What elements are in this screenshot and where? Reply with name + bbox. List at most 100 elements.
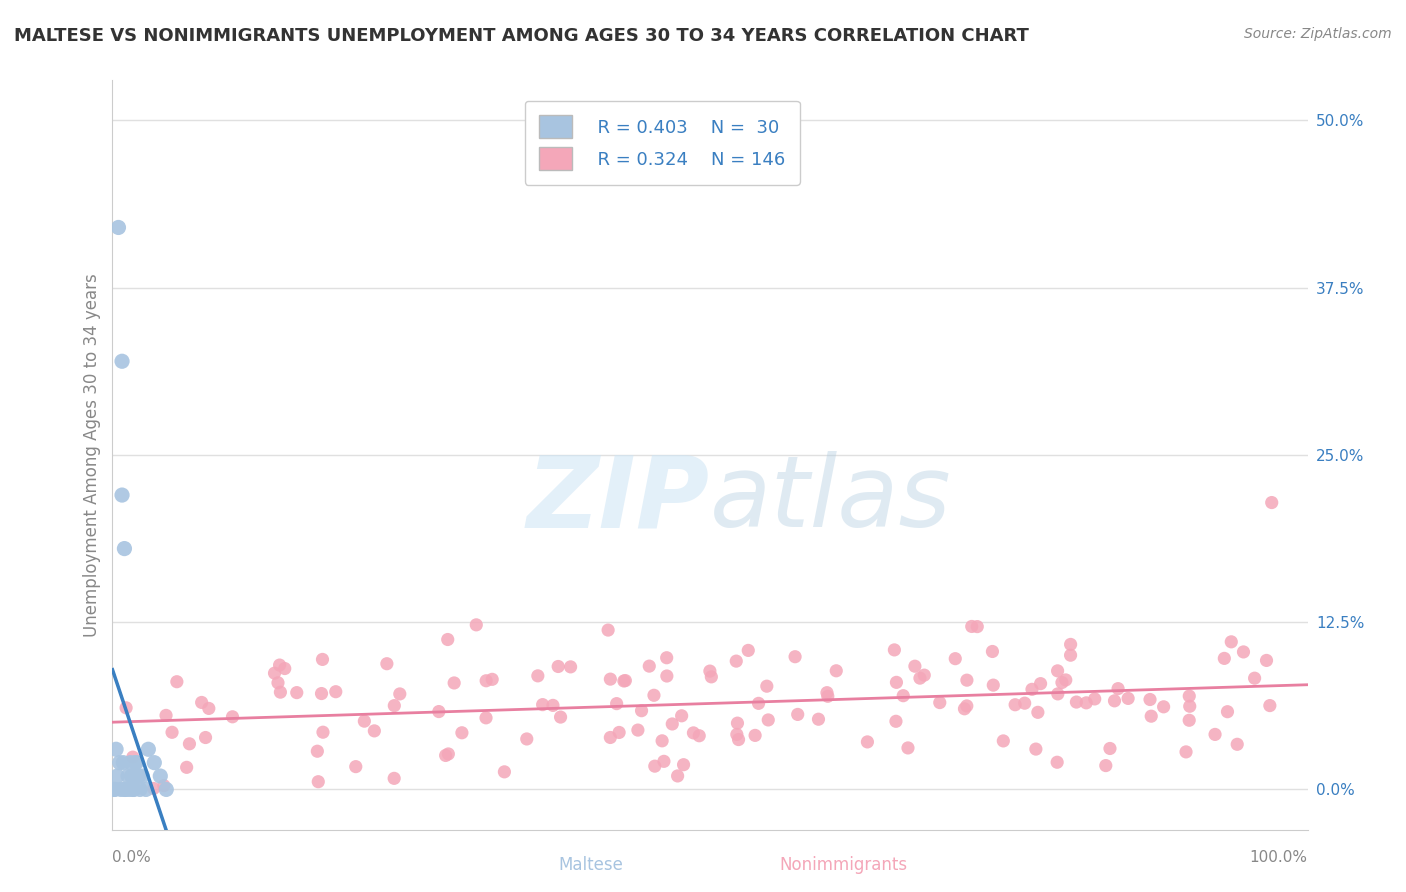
Point <box>382 772 405 786</box>
Point <box>655 650 678 665</box>
Point <box>135 782 157 797</box>
Point <box>269 685 291 699</box>
Point <box>953 702 976 716</box>
Point <box>884 714 907 729</box>
Point <box>891 689 914 703</box>
Point <box>166 674 188 689</box>
Point <box>434 748 457 763</box>
Point <box>127 769 149 783</box>
Point <box>1107 681 1129 696</box>
Point <box>375 657 398 671</box>
Point <box>727 716 749 731</box>
Point <box>1004 698 1026 712</box>
Point <box>598 623 620 637</box>
Point <box>756 713 779 727</box>
Point <box>179 737 201 751</box>
Point <box>1243 671 1265 685</box>
Point <box>1046 664 1069 678</box>
Point <box>981 644 1004 658</box>
Point <box>121 750 143 764</box>
Point <box>143 756 166 770</box>
Text: ZIP: ZIP <box>527 451 710 549</box>
Text: 100.0%: 100.0% <box>1250 849 1308 864</box>
Point <box>825 664 848 678</box>
Point <box>643 688 665 702</box>
Point <box>176 760 198 774</box>
Point <box>129 782 152 797</box>
Point <box>883 643 905 657</box>
Point <box>388 687 411 701</box>
Point <box>904 659 927 673</box>
Point <box>124 756 146 770</box>
Point <box>1139 692 1161 706</box>
Point <box>307 774 329 789</box>
Point <box>655 669 678 683</box>
Text: Nonimmigrants: Nonimmigrants <box>779 856 908 874</box>
Point <box>614 673 637 688</box>
Point <box>120 756 142 770</box>
Point <box>748 697 770 711</box>
Point <box>1140 709 1163 723</box>
Point <box>1029 676 1052 690</box>
Point <box>727 732 749 747</box>
Point <box>160 725 183 739</box>
Point <box>128 769 150 783</box>
Point <box>1050 675 1073 690</box>
Legend:   R = 0.403    N =  30,   R = 0.324    N = 146: R = 0.403 N = 30, R = 0.324 N = 146 <box>524 101 800 185</box>
Point <box>131 769 153 783</box>
Point <box>363 723 385 738</box>
Point <box>960 619 983 633</box>
Point <box>661 717 683 731</box>
Point <box>1204 727 1226 741</box>
Point <box>114 782 135 797</box>
Point <box>550 710 572 724</box>
Point <box>481 673 503 687</box>
Point <box>1261 495 1284 509</box>
Point <box>1256 653 1278 667</box>
Point <box>274 661 297 675</box>
Point <box>104 782 127 797</box>
Point <box>325 684 347 698</box>
Point <box>1084 692 1107 706</box>
Point <box>652 755 675 769</box>
Point <box>547 659 569 673</box>
Text: MALTESE VS NONIMMIGRANTS UNEMPLOYMENT AMONG AGES 30 TO 34 YEARS CORRELATION CHAR: MALTESE VS NONIMMIGRANTS UNEMPLOYMENT AM… <box>14 27 1029 45</box>
Point <box>1258 698 1281 713</box>
Point <box>307 744 329 758</box>
Point <box>121 769 143 783</box>
Point <box>437 747 460 761</box>
Point <box>725 727 748 741</box>
Point <box>311 687 333 701</box>
Point <box>644 759 666 773</box>
Point <box>912 668 935 682</box>
Point <box>908 671 931 685</box>
Point <box>886 675 908 690</box>
Point <box>142 781 165 796</box>
Point <box>807 712 830 726</box>
Point <box>285 685 308 699</box>
Point <box>638 659 661 673</box>
Point <box>269 658 291 673</box>
Point <box>783 649 806 664</box>
Point <box>1220 635 1243 649</box>
Point <box>755 679 778 693</box>
Point <box>516 731 538 746</box>
Point <box>737 643 759 657</box>
Point <box>599 731 621 745</box>
Point <box>527 669 550 683</box>
Point <box>599 672 621 686</box>
Point <box>1178 689 1201 703</box>
Text: 0.0%: 0.0% <box>112 849 152 864</box>
Point <box>427 705 450 719</box>
Point <box>1175 745 1198 759</box>
Point <box>353 714 375 728</box>
Point <box>981 678 1004 692</box>
Point <box>1226 737 1249 751</box>
Point <box>155 782 177 797</box>
Point <box>1026 706 1049 720</box>
Point <box>607 725 630 739</box>
Point <box>1178 713 1201 727</box>
Point <box>541 698 564 713</box>
Point <box>267 675 290 690</box>
Point <box>190 695 212 709</box>
